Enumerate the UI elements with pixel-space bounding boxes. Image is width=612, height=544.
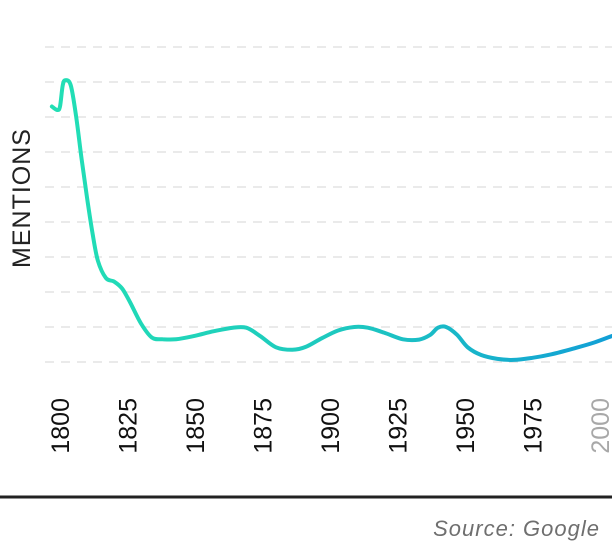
x-tick-labels: 1800 1825 1850 1875 1900 1925 1950 1975 2000 [47, 398, 612, 454]
x-tick-label: 1950 [452, 398, 480, 454]
x-tick-label: 1850 [182, 398, 210, 454]
source-credit: Source: Google [433, 516, 600, 541]
y-axis-label: MENTIONS [8, 128, 36, 268]
x-tick-label: 1900 [317, 398, 345, 454]
x-tick-label: 1875 [250, 398, 278, 454]
x-tick-label: 1975 [520, 398, 548, 454]
series-line-mentions [49, 78, 612, 362]
x-tick-label: 2000 [587, 398, 612, 454]
series-line-group [49, 78, 612, 362]
x-tick-label: 1825 [115, 398, 143, 454]
x-tick-label: 1800 [47, 398, 75, 454]
gridlines [45, 46, 612, 363]
x-tick-label: 1925 [385, 398, 413, 454]
